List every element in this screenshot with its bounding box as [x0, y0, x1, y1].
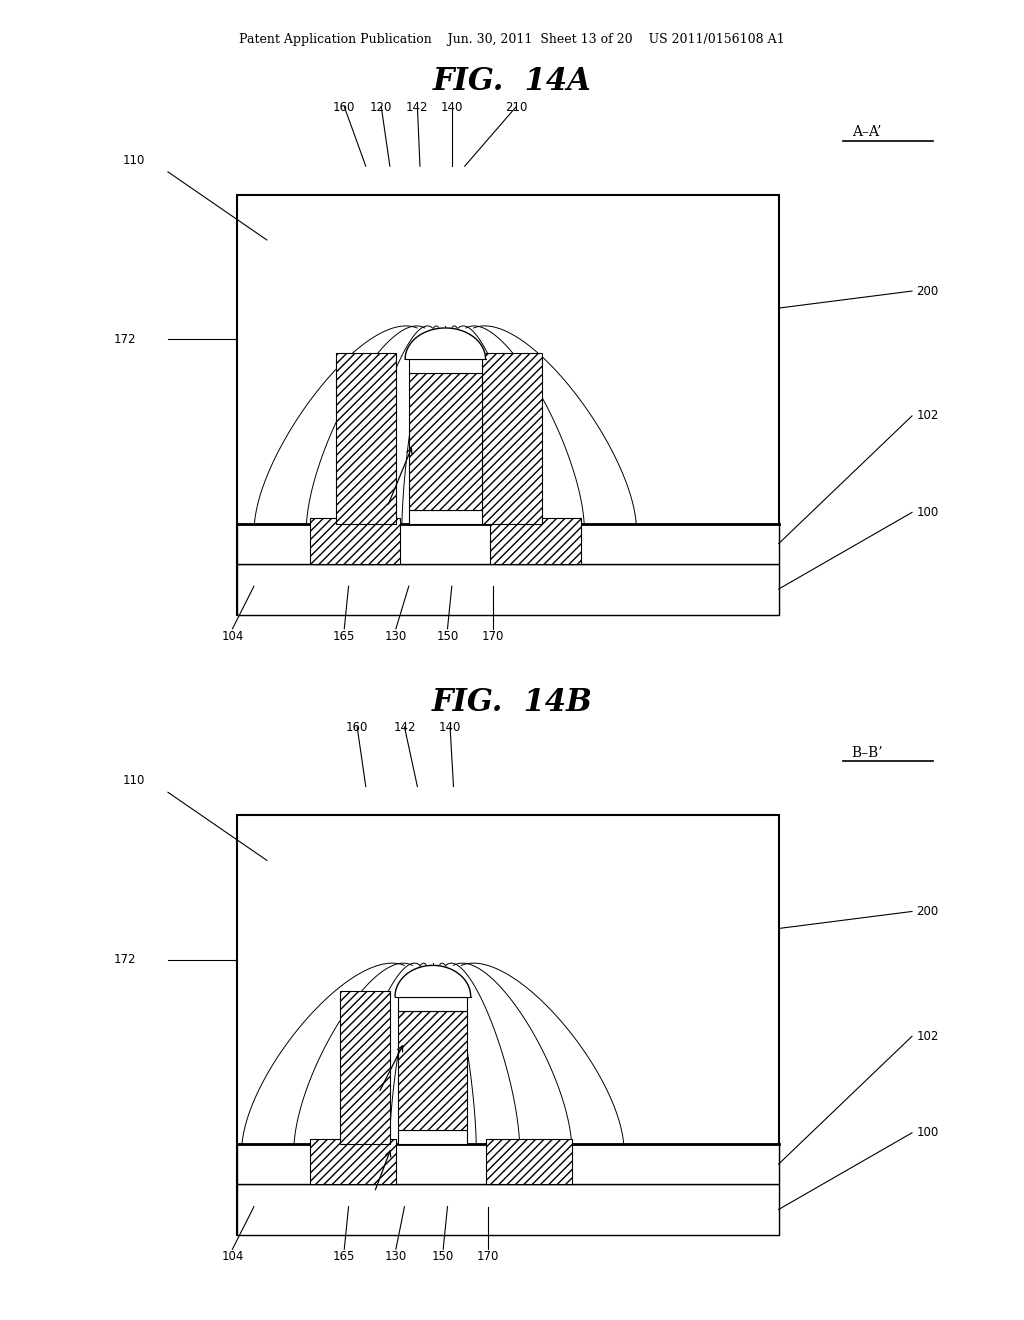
Text: 200: 200	[916, 906, 939, 917]
Text: 170: 170	[477, 1250, 499, 1263]
Text: 170: 170	[482, 630, 504, 643]
Bar	[398, 1011, 467, 1130]
Text: Patent Application Publication    Jun. 30, 2011  Sheet 13 of 20    US 2011/01561: Patent Application Publication Jun. 30, …	[240, 33, 784, 46]
Bar	[409, 510, 482, 524]
Bar	[409, 359, 482, 374]
Bar	[310, 1138, 396, 1184]
Bar	[237, 524, 778, 564]
Polygon shape	[406, 327, 485, 359]
Bar	[486, 1138, 572, 1184]
Bar	[482, 354, 542, 524]
Text: 104: 104	[221, 1250, 244, 1263]
Text: FIG.  14B: FIG. 14B	[431, 686, 593, 718]
Text: 150: 150	[432, 1250, 455, 1263]
Text: 142: 142	[407, 100, 429, 114]
Text: 130: 130	[385, 630, 407, 643]
Bar	[237, 194, 778, 615]
Text: 160: 160	[346, 721, 369, 734]
Text: 110: 110	[122, 775, 144, 788]
Text: 200: 200	[916, 285, 939, 297]
Text: 100: 100	[916, 506, 939, 519]
Bar	[237, 814, 778, 1236]
Text: 165: 165	[333, 1250, 355, 1263]
Text: 100: 100	[916, 1126, 939, 1139]
Bar	[237, 1184, 778, 1236]
Text: 160: 160	[333, 100, 355, 114]
Text: 120: 120	[370, 100, 392, 114]
Polygon shape	[395, 965, 471, 997]
Text: FIG.  14A: FIG. 14A	[432, 66, 592, 98]
Text: 165: 165	[333, 630, 355, 643]
Text: B–B’: B–B’	[852, 746, 884, 759]
Text: 102: 102	[916, 409, 939, 422]
Bar	[409, 374, 482, 510]
Bar	[237, 564, 778, 615]
Bar	[340, 991, 390, 1144]
Text: 140: 140	[440, 100, 463, 114]
Text: 110: 110	[122, 154, 144, 168]
Bar	[310, 519, 400, 564]
Bar	[336, 354, 396, 524]
Text: 142: 142	[393, 721, 416, 734]
Text: 150: 150	[436, 630, 459, 643]
Bar	[490, 519, 581, 564]
Text: 210: 210	[505, 100, 527, 114]
Text: 172: 172	[114, 953, 136, 966]
Text: 172: 172	[114, 333, 136, 346]
Bar	[398, 997, 467, 1011]
Bar	[237, 1144, 778, 1184]
Text: 130: 130	[385, 1250, 407, 1263]
Bar	[398, 1130, 467, 1144]
Text: 140: 140	[439, 721, 461, 734]
Text: A–A’: A–A’	[852, 125, 881, 139]
Text: 102: 102	[916, 1030, 939, 1043]
Text: 104: 104	[221, 630, 244, 643]
